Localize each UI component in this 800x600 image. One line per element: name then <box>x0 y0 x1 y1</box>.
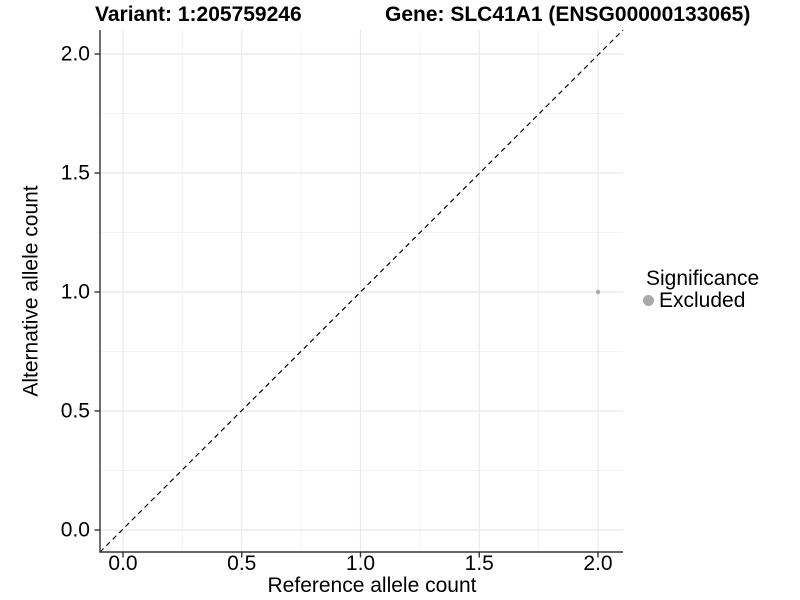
legend-title: Significance <box>646 267 760 290</box>
x-tick-label: 0.5 <box>227 552 257 575</box>
legend-point-icon <box>643 295 654 306</box>
y-tick-label: 1.5 <box>60 161 90 185</box>
y-axis-title: Alternative allele count <box>19 185 43 397</box>
x-tick-label: 2.0 <box>583 552 613 575</box>
x-tick-label: 0.0 <box>108 552 138 575</box>
legend-item-excluded: Excluded <box>659 289 746 312</box>
x-tick-label: 1.0 <box>345 552 376 575</box>
y-tick-label: 0.0 <box>60 518 90 542</box>
y-tick-label: 1.0 <box>60 280 90 304</box>
variant-title: Variant: 1:205759246 <box>95 3 302 26</box>
x-tick-label: 1.5 <box>464 552 494 575</box>
y-tick-label: 2.0 <box>60 42 90 66</box>
data-point <box>595 289 601 295</box>
y-tick-label: 0.5 <box>60 399 90 423</box>
x-axis-title: Reference allele count <box>267 574 477 597</box>
gene-title: Gene: SLC41A1 (ENSG00000133065) <box>385 3 751 26</box>
identity-line <box>99 29 624 553</box>
